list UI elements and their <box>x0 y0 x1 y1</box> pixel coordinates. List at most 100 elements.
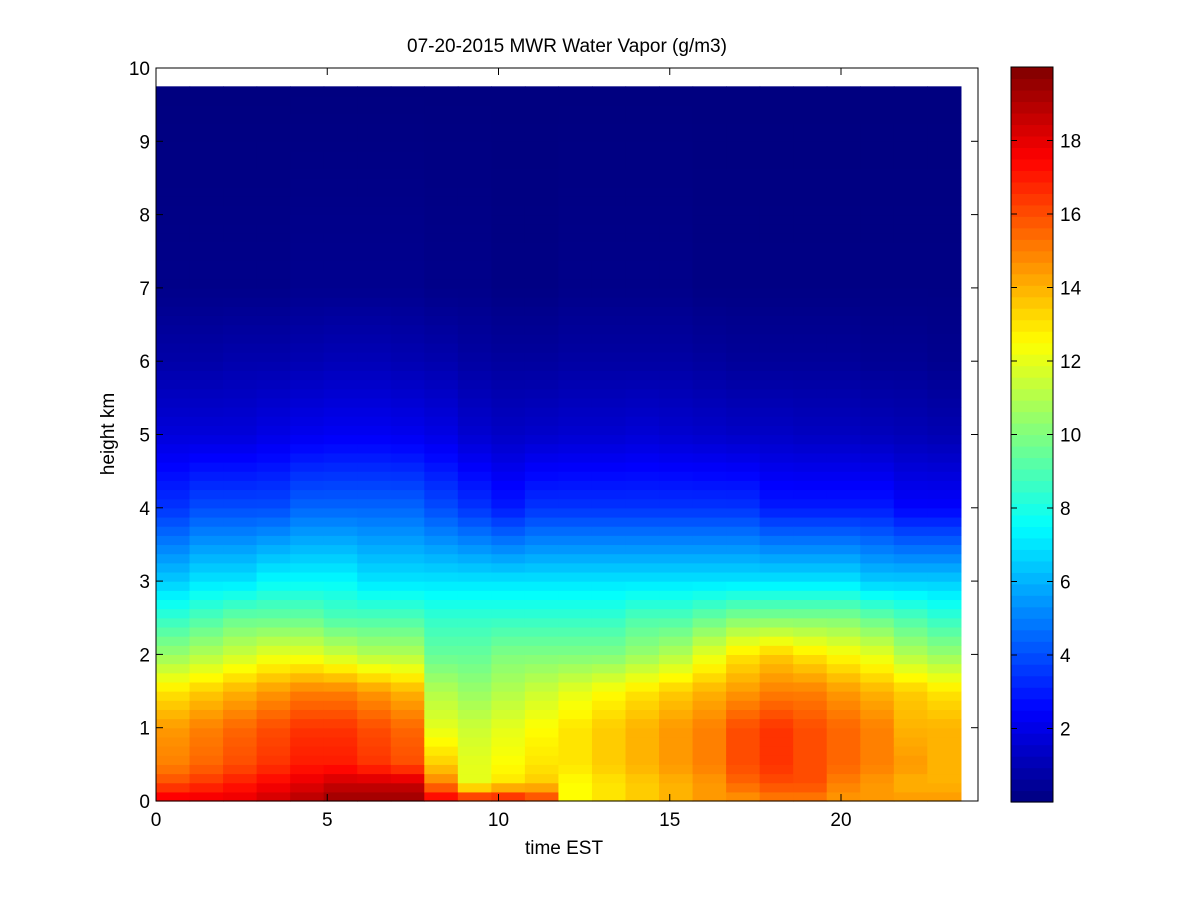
heatmap-cell <box>826 242 861 252</box>
heatmap-cell <box>424 407 459 417</box>
heatmap-cell <box>424 535 459 546</box>
heatmap-cell <box>357 755 392 765</box>
heatmap-cell <box>927 104 962 115</box>
heatmap-cell <box>826 755 861 765</box>
heatmap-cell <box>625 297 660 307</box>
heatmap-cell <box>524 672 560 683</box>
heatmap-cell <box>793 452 828 463</box>
colorbar-swatch <box>1011 365 1053 378</box>
heatmap-cell <box>659 773 694 784</box>
heatmap-cell <box>927 113 962 124</box>
heatmap-cell <box>893 691 928 701</box>
heatmap-cell <box>692 407 727 417</box>
heatmap-cell <box>156 187 191 197</box>
heatmap-cell <box>558 132 593 142</box>
heatmap-cell <box>793 141 828 152</box>
heatmap-cell <box>223 342 258 353</box>
heatmap-cell <box>927 324 962 335</box>
heatmap-cell <box>726 214 761 225</box>
heatmap-cell <box>256 397 291 408</box>
heatmap-cell <box>390 562 425 573</box>
heatmap-cell <box>625 379 660 390</box>
heatmap-cell <box>290 672 325 683</box>
heatmap-cell <box>759 489 794 500</box>
heatmap-cell <box>826 315 861 326</box>
heatmap-cell <box>491 507 526 518</box>
heatmap-cell <box>323 333 358 344</box>
heatmap-cell <box>424 709 459 720</box>
heatmap-cell <box>558 223 593 234</box>
heatmap-cell <box>860 306 895 316</box>
heatmap-cell <box>457 636 492 646</box>
heatmap-cell <box>591 278 627 289</box>
heatmap-cell <box>457 434 492 445</box>
heatmap-cell <box>156 654 191 665</box>
heatmap-cell <box>290 324 325 335</box>
heatmap-cell <box>323 269 358 280</box>
colorbar-swatch <box>1011 170 1053 183</box>
heatmap-cell <box>558 581 593 591</box>
heatmap-cell <box>290 315 325 326</box>
heatmap-cell <box>692 599 727 610</box>
heatmap-cell <box>491 342 526 353</box>
heatmap-cell <box>860 663 895 674</box>
heatmap-cell <box>390 315 425 326</box>
heatmap-cell <box>256 782 291 793</box>
heatmap-cell <box>290 251 325 262</box>
heatmap-cell <box>893 306 928 316</box>
heatmap-cell <box>491 333 526 344</box>
heatmap-cell <box>860 452 895 463</box>
heatmap-cell <box>357 571 392 582</box>
heatmap-cell <box>860 700 895 710</box>
heatmap-cell <box>223 205 258 216</box>
heatmap-cell <box>156 700 191 710</box>
heatmap-cell <box>692 461 727 472</box>
heatmap-cell <box>558 773 593 784</box>
heatmap-cell <box>759 700 794 710</box>
heatmap-cell <box>424 150 459 161</box>
heatmap-cell <box>793 498 828 509</box>
heatmap-cell <box>826 553 861 564</box>
heatmap-cell <box>256 700 291 710</box>
heatmap-cell <box>927 223 962 234</box>
heatmap-cell <box>424 141 459 152</box>
heatmap-cell <box>893 681 928 692</box>
heatmap-cell <box>726 636 761 646</box>
heatmap-cell <box>860 168 895 179</box>
heatmap-cell <box>659 86 694 97</box>
heatmap-cell <box>726 590 761 601</box>
heatmap-cell <box>826 141 861 152</box>
heatmap-cell <box>793 177 828 188</box>
heatmap-cell <box>390 251 425 262</box>
heatmap-cell <box>256 297 291 307</box>
heatmap-cell <box>927 361 962 371</box>
heatmap-cell <box>290 232 325 243</box>
heatmap-cell <box>457 471 492 481</box>
heatmap-cell <box>189 461 224 472</box>
heatmap-cell <box>591 755 627 765</box>
heatmap-cell <box>256 141 291 152</box>
heatmap-cell <box>156 168 191 179</box>
heatmap-cell <box>692 434 727 445</box>
heatmap-cell <box>156 590 191 601</box>
heatmap-cell <box>256 425 291 436</box>
heatmap-cell <box>256 755 291 765</box>
heatmap-cell <box>323 535 358 546</box>
colorbar-tick-label: 2 <box>1060 720 1071 741</box>
heatmap-cell <box>223 141 258 152</box>
heatmap-cell <box>659 617 694 628</box>
heatmap-cell <box>457 86 492 97</box>
heatmap-cell <box>189 571 224 582</box>
heatmap-cell <box>290 727 325 738</box>
heatmap-cell <box>591 507 627 518</box>
heatmap-cell <box>491 287 526 298</box>
heatmap-cell <box>457 791 492 802</box>
heatmap-cell <box>558 727 593 738</box>
heatmap-cell <box>625 278 660 289</box>
heatmap-cell <box>424 507 459 518</box>
heatmap-cell <box>826 379 861 390</box>
heatmap-cell <box>223 461 258 472</box>
heatmap-cell <box>826 132 861 142</box>
heatmap-cell <box>424 315 459 326</box>
heatmap-cell <box>558 709 593 720</box>
